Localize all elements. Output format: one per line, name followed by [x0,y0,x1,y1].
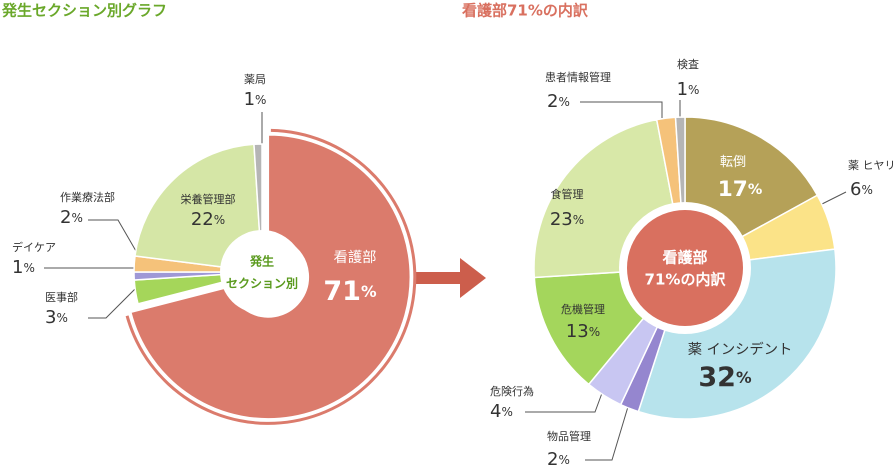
value-number: 3 [45,307,56,328]
slice-label: 医事部 [45,290,78,304]
slice-label: 危機管理 [561,302,605,316]
slice-label: デイケア [12,240,56,254]
value-number: 22 [191,209,214,230]
chart-title: 発生セクション別グラフ [1,2,167,20]
arrow [415,258,486,298]
chart-title: 看護部71%の内訳 [462,2,589,20]
value-number: 4 [490,401,501,422]
slice-label: 食管理 [551,187,584,201]
value-label: 2% [547,91,570,112]
slice-label: 栄養管理部 [181,192,236,206]
value-suffix: % [748,182,762,198]
value-number: 1 [244,89,255,110]
value-suffix: % [501,405,512,419]
value-label: 3% [45,307,68,328]
value-label: 32% [698,362,752,393]
value-label: 17% [718,177,762,202]
slice-label: 薬局 [244,73,266,86]
slice-label: 患者情報管理 [545,70,611,84]
center-circle [222,232,302,312]
value-label: 2% [547,449,570,466]
value-suffix: % [589,325,600,339]
center-label: 発生 [249,254,274,269]
slice-label: 薬 インシデント [688,340,793,358]
slice-label: 看護部 [334,249,377,266]
value-label: 23% [550,209,584,230]
value-label: 4% [490,401,513,422]
value-label: 1% [677,79,700,100]
value-number: 32 [698,362,736,393]
value-suffix: % [56,311,67,325]
slice [129,134,411,420]
slice-label: 作業療法部 [60,190,115,204]
value-number: 2 [547,449,558,466]
slice-label: 危険行為 [490,384,534,398]
value-number: 17 [718,177,748,202]
center-label: 71%の内訳 [645,271,727,289]
slice-label: 薬 ヒヤリ [848,159,894,172]
value-suffix: % [71,211,82,225]
value-suffix: % [255,93,266,107]
value-suffix: % [214,213,225,227]
value-number: 2 [547,91,558,112]
value-suffix: % [736,369,752,387]
value-number: 23 [550,209,573,230]
value-suffix: % [558,453,569,466]
slice-label: 検査 [677,57,699,71]
value-number: 71 [323,276,361,307]
value-number: 6 [850,179,861,200]
slice-label: 物品管理 [547,429,591,443]
value-suffix: % [573,213,584,227]
value-label: 71% [323,276,377,307]
center-label: セクション別 [226,277,298,291]
value-number: 13 [566,321,589,342]
value-label: 1% [244,89,267,110]
slice-label: 転倒 [720,154,746,170]
value-suffix: % [861,183,872,197]
center-circle [627,210,743,326]
value-number: 1 [677,79,688,100]
value-number: 2 [60,207,71,228]
value-label: 6% [850,179,873,200]
value-label: 22% [191,209,225,230]
value-suffix: % [23,261,34,275]
center-label: 看護部 [662,249,707,267]
value-label: 2% [60,207,83,228]
value-suffix: % [688,83,699,97]
value-label: 13% [566,321,600,342]
value-suffix: % [558,95,569,109]
value-label: 1% [12,257,35,278]
value-number: 1 [12,257,23,278]
value-suffix: % [361,283,377,301]
